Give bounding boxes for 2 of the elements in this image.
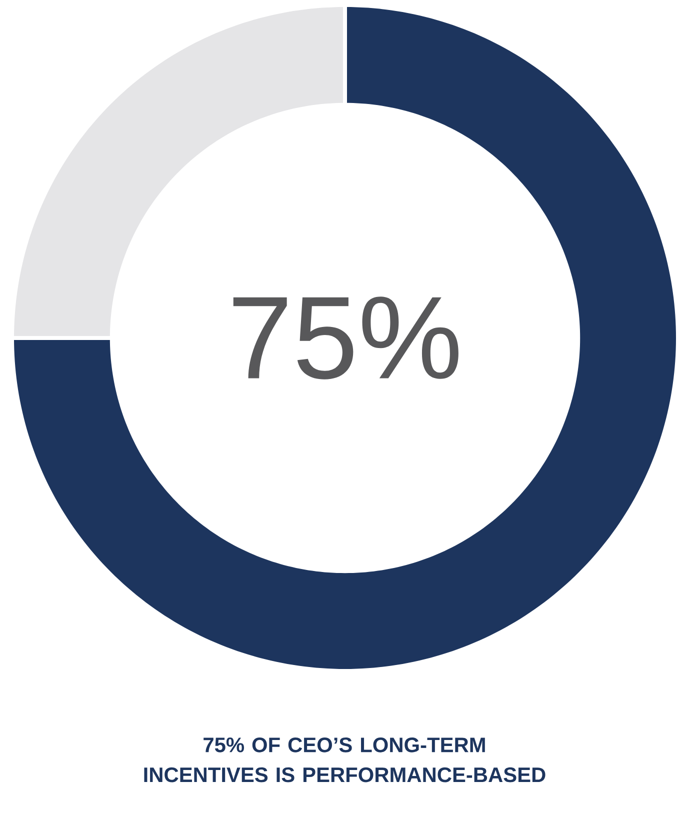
text: 75% OF CEO’S LONG-TERM INCENTIVES IS PERFORMANCE-BASED: [144, 738, 546, 782]
text: 75%: [233, 296, 458, 380]
